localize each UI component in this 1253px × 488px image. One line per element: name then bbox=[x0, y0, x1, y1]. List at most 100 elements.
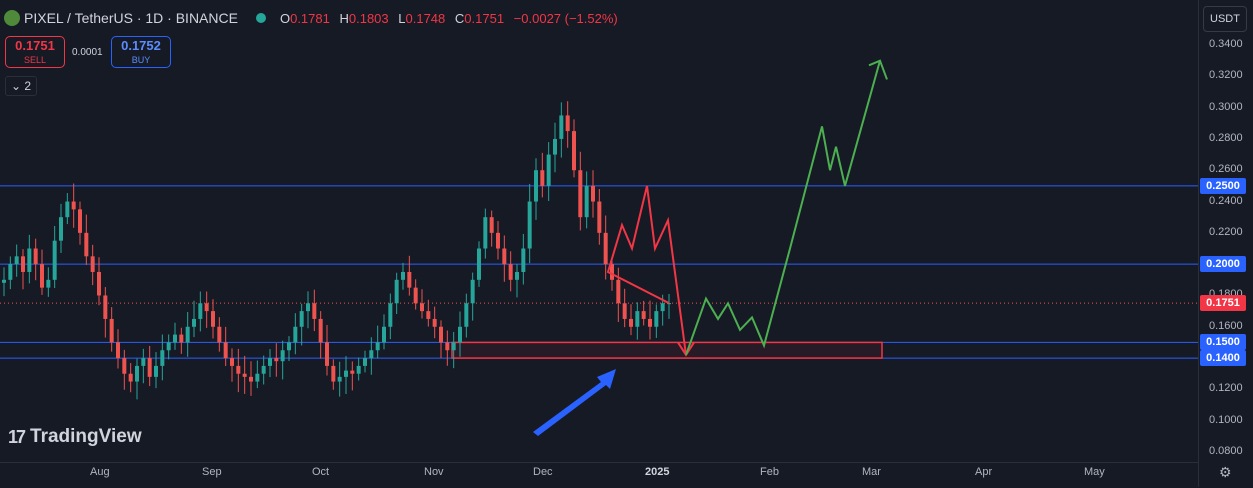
candle-body bbox=[166, 342, 171, 351]
price-axis[interactable] bbox=[1198, 0, 1253, 487]
candle-body bbox=[534, 170, 538, 202]
candle-body bbox=[369, 350, 374, 359]
time-tick: Nov bbox=[424, 466, 444, 478]
price-tick: 0.3400 bbox=[1209, 38, 1243, 50]
low-label: L bbox=[398, 10, 406, 26]
candle-body bbox=[154, 365, 158, 377]
candle-body bbox=[160, 350, 165, 366]
candle-body bbox=[331, 365, 336, 382]
candle-body bbox=[413, 287, 418, 304]
candle-body bbox=[610, 264, 614, 280]
candle-body bbox=[388, 303, 393, 327]
candle-body bbox=[198, 303, 203, 319]
candle-body bbox=[565, 115, 570, 132]
candle-body bbox=[280, 350, 285, 362]
candle-body bbox=[255, 373, 260, 382]
candle-body bbox=[318, 318, 323, 343]
projection-red-path bbox=[606, 185, 687, 356]
candle-body bbox=[21, 256, 25, 272]
high-label: H bbox=[339, 10, 349, 26]
candle-body bbox=[660, 303, 665, 312]
candle-body bbox=[445, 342, 450, 351]
candle-body bbox=[508, 264, 513, 280]
price-tick: 0.1200 bbox=[1209, 382, 1243, 395]
candle-body bbox=[217, 326, 222, 343]
symbol-title[interactable]: PIXEL / TetherUS · 1D · BINANCE bbox=[24, 10, 238, 26]
candle-body bbox=[71, 201, 76, 210]
time-tick: Mar bbox=[862, 466, 881, 478]
candle-body bbox=[40, 264, 44, 288]
candle-body bbox=[496, 232, 500, 249]
candle-body bbox=[540, 170, 545, 186]
candle-body bbox=[344, 370, 348, 377]
candle-body bbox=[204, 303, 209, 312]
high-value: 0.1803 bbox=[348, 10, 389, 26]
candle-body bbox=[261, 365, 266, 374]
level-price-label: 0.2000 bbox=[1200, 256, 1246, 273]
candle-body bbox=[33, 248, 38, 265]
candle-body bbox=[230, 358, 234, 366]
candle-body bbox=[59, 217, 63, 241]
candle-body bbox=[192, 318, 196, 327]
watermark-text: TradingView bbox=[30, 426, 142, 447]
spread-value: 0.0001 bbox=[72, 47, 103, 58]
candle-body bbox=[432, 318, 437, 327]
candle-body bbox=[578, 170, 583, 218]
market-status-icon[interactable] bbox=[255, 13, 266, 23]
candle-body bbox=[559, 115, 564, 139]
candle-body bbox=[103, 295, 108, 319]
pixel-logo-icon[interactable] bbox=[4, 10, 20, 26]
candle-body bbox=[489, 217, 494, 233]
open-value: 0.1781 bbox=[290, 10, 330, 26]
time-tick: Feb bbox=[760, 466, 779, 478]
buy-button[interactable]: 0.1752 BUY bbox=[111, 36, 171, 68]
candle-body bbox=[122, 358, 127, 374]
time-axis[interactable] bbox=[0, 462, 1198, 488]
candle-body bbox=[223, 342, 228, 359]
candle-body bbox=[616, 279, 621, 304]
candle-body bbox=[622, 303, 627, 319]
price-chart[interactable] bbox=[0, 0, 1198, 462]
candle-body bbox=[439, 326, 443, 343]
sell-button[interactable]: 0.1751 SELL bbox=[5, 36, 65, 68]
support-zone-box bbox=[451, 341, 883, 359]
candle-body bbox=[14, 256, 19, 265]
currency-selector[interactable]: USDT bbox=[1203, 6, 1247, 32]
candle-body bbox=[572, 131, 576, 171]
candle-body bbox=[185, 326, 190, 343]
candle-body bbox=[458, 326, 462, 343]
candle-body bbox=[287, 342, 291, 351]
price-tick: 0.0800 bbox=[1209, 445, 1243, 457]
last-price-label: 0.1751 bbox=[1200, 295, 1246, 312]
time-tick: 2025 bbox=[645, 466, 670, 478]
candle-body bbox=[356, 365, 361, 374]
candle-body bbox=[502, 248, 507, 265]
candle-body bbox=[382, 326, 386, 343]
chart-area[interactable] bbox=[0, 0, 1198, 462]
price-tick: 0.2600 bbox=[1209, 163, 1243, 176]
candle-body bbox=[426, 311, 431, 319]
candle-body bbox=[597, 201, 602, 233]
settings-gear-icon[interactable]: ⚙ bbox=[1219, 464, 1232, 480]
candle-body bbox=[293, 326, 298, 343]
candle-body bbox=[350, 370, 355, 374]
candle-body bbox=[667, 303, 671, 305]
candle-body bbox=[375, 342, 380, 351]
price-tick: 0.1600 bbox=[1209, 319, 1243, 332]
indicators-toggle[interactable]: ⌄ 2 bbox=[5, 76, 37, 96]
close-label: C bbox=[454, 10, 465, 26]
candle-body bbox=[242, 373, 247, 377]
candle-body bbox=[97, 271, 101, 296]
price-tick: 0.2800 bbox=[1209, 131, 1243, 144]
candle-body bbox=[648, 318, 652, 327]
candle-body bbox=[312, 303, 317, 319]
projection-green-arrowhead bbox=[868, 59, 888, 80]
open-label: O bbox=[279, 10, 291, 26]
candle-body bbox=[109, 318, 114, 343]
candle-body bbox=[584, 185, 589, 218]
low-value: 0.1748 bbox=[405, 10, 446, 26]
buy-price: 0.1752 bbox=[121, 38, 161, 53]
indicators-count: 2 bbox=[24, 79, 32, 93]
candle-body bbox=[173, 334, 177, 343]
price-tick: 0.3200 bbox=[1209, 69, 1243, 82]
